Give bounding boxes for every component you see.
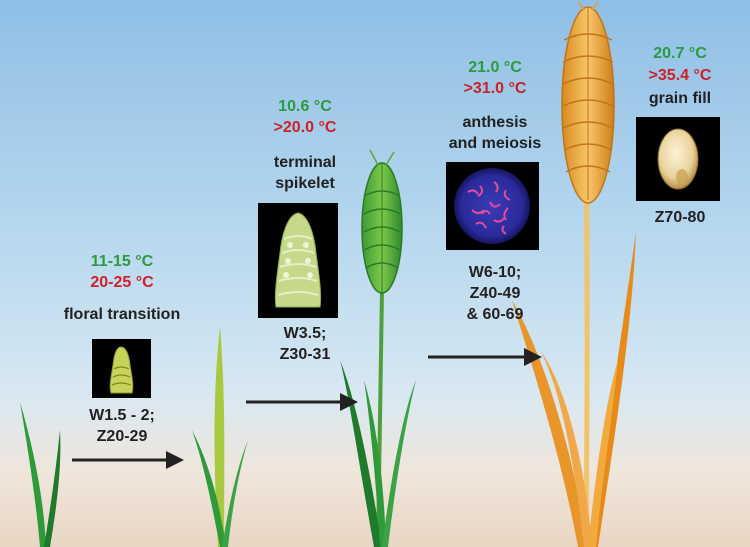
terminal-spikelet-photo — [258, 203, 338, 318]
stage3-max-temp: >31.0 °C — [463, 80, 527, 97]
stage1-max-temp: 20-25 °C — [90, 274, 154, 291]
stage3-event-line-2: and meiosis — [448, 135, 542, 152]
stage2-code-1: W3.5; — [283, 325, 327, 342]
seedling-plant — [20, 402, 61, 547]
arrow-stage-3-to-4 — [428, 348, 542, 366]
stage4-event: grain fill — [648, 90, 712, 107]
stage4-max-temp: >35.4 °C — [648, 67, 712, 84]
booting-plant — [340, 149, 416, 547]
stage2-optimal-temp: 10.6 °C — [278, 98, 332, 115]
stage2-event-line-1: terminal — [273, 154, 337, 171]
arrow-stage-2-to-3 — [246, 393, 358, 411]
arrow-stage-1-to-2 — [72, 451, 184, 469]
meiosis-micrograph — [446, 162, 539, 250]
stage2-code-2: Z30-31 — [279, 346, 331, 363]
stage4-code-1: Z70-80 — [654, 209, 706, 226]
stage2-event-line-2: spikelet — [275, 175, 335, 192]
tillering-plant — [192, 326, 248, 547]
golden-wheat-spike — [561, 1, 615, 204]
stage1-code-2: Z20-29 — [96, 428, 148, 445]
green-wheat-spike — [361, 149, 403, 294]
stage3-code-3: & 60-69 — [466, 306, 524, 323]
stage3-code-2: Z40-49 — [469, 285, 521, 302]
stage1-code-1: W1.5 - 2; — [89, 407, 155, 424]
stage3-event-line-1: anthesis — [462, 114, 528, 131]
young-spike-photo — [92, 339, 151, 398]
stage2-max-temp: >20.0 °C — [273, 119, 337, 136]
stage1-event: floral transition — [63, 306, 181, 323]
stage4-optimal-temp: 20.7 °C — [653, 45, 707, 62]
grain-photo — [636, 117, 720, 201]
stage1-optimal-temp: 11-15 °C — [90, 253, 154, 270]
stage3-code-1: W6-10; — [468, 264, 522, 281]
stage3-optimal-temp: 21.0 °C — [468, 59, 522, 76]
